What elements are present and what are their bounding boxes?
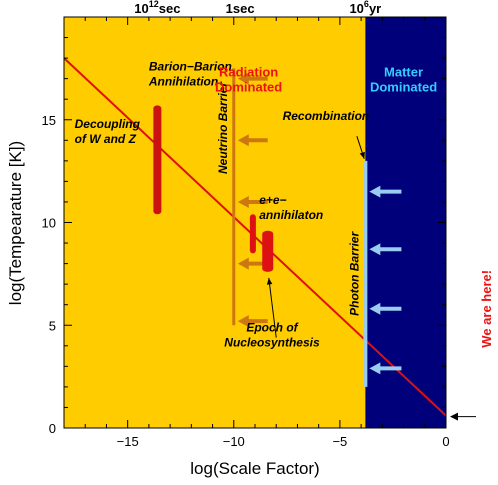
top-axis-label: 1012sec — [134, 0, 180, 16]
annotation-text: Barion−Barion — [149, 59, 232, 73]
barrier-arrow-head — [369, 302, 381, 315]
barrier-arrow-head — [237, 195, 249, 208]
marker-pointer-head — [450, 412, 458, 421]
event-bar-2 — [262, 230, 274, 272]
top-axis-label: 1sec — [226, 1, 255, 16]
pointer-head — [266, 277, 273, 285]
barrier-arrow-head — [237, 72, 249, 85]
annotation-text: e+e− — [259, 193, 286, 207]
annotation-text: annihilaton — [259, 208, 323, 222]
y-tick-label: 10 — [42, 216, 56, 231]
tick-layer: −15 −10 −5 0 0 5 10 15 — [42, 16, 450, 449]
pointer-head — [359, 151, 365, 159]
annotation-text: Decoupling — [75, 117, 141, 131]
barrier-label: Neutrino Barrier — [216, 81, 230, 174]
barrier-arrow-head — [237, 134, 249, 147]
region-label: Dominated — [370, 80, 437, 95]
barrier-layer — [232, 68, 402, 387]
x-axis-title: log(Scale Factor) — [190, 459, 319, 478]
annotation-text: of W and Z — [75, 132, 137, 146]
barrier-arrow-head — [369, 243, 381, 256]
y-axis-title: log(Tempearature [K]) — [6, 141, 25, 305]
top-axis-label-layer: 1012sec 1sec 106yr — [134, 0, 381, 16]
marker-layer: We are here! — [450, 270, 494, 421]
annotation-text: Annihilation — [148, 74, 218, 88]
x-tick-label: −5 — [332, 434, 347, 449]
annotation-text: Nucleosynthesis — [224, 335, 320, 349]
event-bar-0 — [153, 105, 162, 215]
region-layer — [64, 17, 446, 428]
barrier-arrow-head — [369, 185, 381, 198]
barrier-arrow-head — [237, 315, 249, 328]
region-label: Matter — [384, 65, 423, 80]
event-bar-layer — [153, 105, 274, 272]
event-bar-1 — [249, 214, 256, 254]
top-axis-label: 106yr — [349, 0, 381, 16]
region-band-1 — [365, 17, 446, 428]
annotation-text: Epoch of — [246, 320, 298, 334]
annotation-text: Recombination — [283, 109, 370, 123]
y-tick-label: 0 — [49, 421, 56, 436]
region-label: Dominated — [215, 80, 282, 95]
pointer-line — [268, 277, 277, 338]
barrier-arrow-head — [237, 257, 249, 270]
marker-label: We are here! — [479, 270, 494, 348]
barrier-label: Photon Barrier — [347, 231, 361, 316]
y-tick-label: 15 — [42, 113, 56, 128]
region-band-0 — [64, 17, 366, 428]
x-tick-label: −15 — [117, 434, 139, 449]
annotation-layer: Neutrino Barrier Photon Barrier Barion−Bar… — [75, 59, 370, 349]
region-label: Radiation — [219, 65, 278, 80]
x-tick-label: 0 — [442, 434, 449, 449]
barrier-arrow-head — [369, 362, 381, 375]
y-tick-label: 5 — [49, 318, 56, 333]
x-tick-label: −10 — [223, 434, 245, 449]
